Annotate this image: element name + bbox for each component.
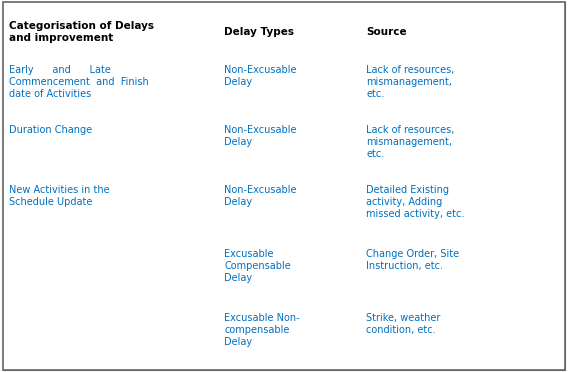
Text: Duration Change: Duration Change [9, 125, 91, 135]
Text: Non-Excusable
Delay: Non-Excusable Delay [224, 125, 297, 147]
Bar [361, 62, 565, 122]
Bar [361, 2, 565, 62]
Bar [219, 310, 361, 370]
Bar [361, 182, 565, 246]
Bar [219, 62, 361, 122]
Text: Categorisation of Delays
and improvement: Categorisation of Delays and improvement [9, 21, 153, 43]
Text: Change Order, Site
Instruction, etc.: Change Order, Site Instruction, etc. [366, 249, 460, 271]
Text: Lack of resources,
mismanagement,
etc.: Lack of resources, mismanagement, etc. [366, 65, 455, 99]
Bar [219, 2, 361, 62]
Bar [361, 310, 565, 370]
Bar [219, 246, 361, 310]
Text: Strike, weather
condition, etc.: Strike, weather condition, etc. [366, 313, 441, 335]
Bar [219, 122, 361, 182]
Text: Excusable
Compensable
Delay: Excusable Compensable Delay [224, 249, 291, 283]
Text: Early      and      Late
Commencement  and  Finish
date of Activities: Early and Late Commencement and Finish d… [9, 65, 148, 99]
Text: Non-Excusable
Delay: Non-Excusable Delay [224, 185, 297, 207]
Bar [361, 246, 565, 310]
Text: Non-Excusable
Delay: Non-Excusable Delay [224, 65, 297, 87]
Text: Excusable Non-
compensable
Delay: Excusable Non- compensable Delay [224, 313, 300, 347]
Text: Lack of resources,
mismanagement,
etc.: Lack of resources, mismanagement, etc. [366, 125, 455, 159]
Text: Source: Source [366, 27, 407, 37]
Bar [3, 122, 219, 182]
Text: Detailed Existing
activity, Adding
missed activity, etc.: Detailed Existing activity, Adding misse… [366, 185, 465, 219]
Bar [3, 62, 219, 122]
Bar [361, 122, 565, 182]
Bar [219, 182, 361, 246]
Bar [3, 182, 219, 370]
Bar [3, 2, 219, 62]
Text: New Activities in the
Schedule Update: New Activities in the Schedule Update [9, 185, 109, 207]
Text: Delay Types: Delay Types [224, 27, 294, 37]
